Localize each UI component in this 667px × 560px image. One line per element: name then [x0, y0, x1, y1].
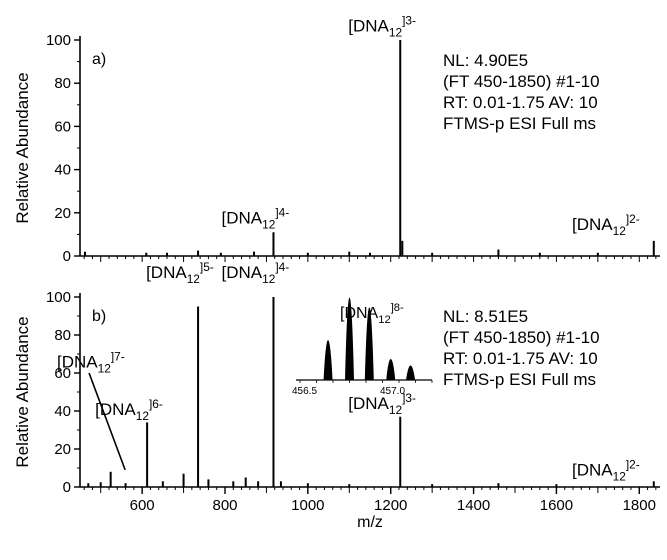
- panel-label: b): [92, 308, 106, 325]
- scan-info-line: RT: 0.01-1.75 AV: 10: [443, 349, 598, 368]
- label-sup: ]6-: [149, 397, 163, 411]
- y-tick-label: 0: [63, 248, 71, 265]
- peak-label: [DNA12]5-: [146, 260, 214, 286]
- x-tick-label: 1200: [374, 497, 407, 514]
- label-sub: 12: [262, 272, 276, 286]
- label-sup: ]8-: [391, 302, 404, 314]
- peak-label: [DNA12]2-: [572, 458, 640, 484]
- x-tick-label: 1800: [623, 497, 656, 514]
- scan-info-line: NL: 4.90E5: [443, 51, 528, 70]
- label-sup: ]2-: [626, 212, 640, 226]
- peak-label: [DNA12]7-: [57, 349, 125, 375]
- y-tick-label: 100: [46, 32, 71, 49]
- inset-peak: [364, 307, 374, 381]
- peak-label: [DNA12]2-: [572, 212, 640, 238]
- x-tick-label: 600: [130, 497, 155, 514]
- inset-peak: [344, 297, 355, 381]
- inset-peak: [386, 358, 396, 381]
- label-sub: 12: [378, 314, 390, 326]
- inset-x-tick-label: 456.5: [292, 386, 317, 397]
- label-base: [DNA: [572, 461, 613, 480]
- label-sub: 12: [389, 25, 403, 39]
- panel-b: 0 20 40 60 80 100 600 800 1000 1200 1400 1600 1800 Re…: [13, 260, 660, 531]
- label-sub: 12: [613, 224, 627, 238]
- label-base: [DNA: [340, 305, 379, 322]
- y-axis-label: Relative Abundance: [13, 316, 32, 467]
- peak-label: [DNA12]3-: [348, 391, 416, 417]
- label-sup: ]2-: [626, 458, 640, 472]
- label-base: [DNA: [221, 209, 262, 228]
- x-tick-label: 1600: [540, 497, 573, 514]
- callout-line: [88, 372, 126, 471]
- y-tick-label: 80: [54, 75, 71, 92]
- label-sup: ]4-: [275, 260, 289, 274]
- x-tick-label: 1000: [291, 497, 324, 514]
- label-sub: 12: [262, 218, 276, 232]
- y-tick-label: 60: [54, 365, 71, 382]
- label-sub: 12: [389, 403, 403, 417]
- label-base: [DNA: [146, 263, 187, 282]
- y-tick-label: 40: [54, 403, 71, 420]
- y-tick-label: 0: [63, 479, 71, 496]
- label-sub: 12: [136, 409, 150, 423]
- label-sup: ]3-: [402, 391, 416, 405]
- peak-label: [DNA12]6-: [95, 397, 163, 423]
- inset-x-tick-label: 457.0: [380, 386, 405, 397]
- scan-info-line: FTMS-p ESI Full ms: [443, 114, 596, 133]
- x-axis-label: m/z: [357, 514, 383, 531]
- label-base: [DNA: [348, 394, 389, 413]
- x-tick-label: 800: [212, 497, 237, 514]
- inset-peak: [405, 365, 416, 381]
- x-tick-label: 1400: [457, 497, 490, 514]
- y-tick-label: 100: [46, 289, 71, 306]
- label-base: [DNA: [57, 352, 98, 371]
- y-axis-label: Relative Abundance: [13, 72, 32, 223]
- label-sup: ]3-: [402, 13, 416, 27]
- label-sup: ]5-: [200, 260, 214, 274]
- scan-info-line: (FT 450-1850) #1-10: [443, 328, 600, 347]
- label-sub: 12: [187, 272, 201, 286]
- peak-label: [DNA12]4-: [221, 260, 289, 286]
- peak-label: [DNA12]4-: [221, 206, 289, 232]
- scan-info-line: NL: 8.51E5: [443, 307, 528, 326]
- y-tick-label: 40: [54, 162, 71, 179]
- label-sup: ]4-: [275, 206, 289, 220]
- inset-peak: [323, 340, 333, 381]
- label-sup: ]7-: [111, 349, 125, 363]
- label-base: [DNA: [95, 400, 136, 419]
- scan-info-line: FTMS-p ESI Full ms: [443, 370, 596, 389]
- inset-peak-label: [DNA12]8-: [340, 302, 404, 326]
- y-tick-label: 20: [54, 441, 71, 458]
- y-tick-label: 60: [54, 118, 71, 135]
- peak-label: [DNA12]3-: [348, 13, 416, 39]
- y-tick-label: 20: [54, 205, 71, 222]
- panel-label: a): [92, 51, 106, 68]
- label-base: [DNA: [221, 263, 262, 282]
- label-sub: 12: [613, 470, 627, 484]
- label-base: [DNA: [572, 215, 613, 234]
- inset-spectrum: 456.5 457.0 [DNA12]8-: [292, 297, 433, 397]
- scan-info-line: RT: 0.01-1.75 AV: 10: [443, 93, 598, 112]
- y-tick-label: 80: [54, 327, 71, 344]
- label-sub: 12: [98, 361, 112, 375]
- scan-info-line: (FT 450-1850) #1-10: [443, 72, 600, 91]
- label-base: [DNA: [348, 16, 389, 35]
